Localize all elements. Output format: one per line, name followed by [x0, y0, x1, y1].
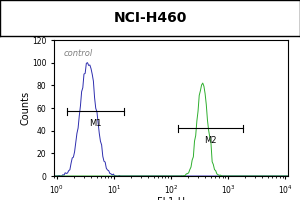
Text: M2: M2 — [204, 136, 216, 145]
Y-axis label: Counts: Counts — [20, 91, 31, 125]
Text: NCI-H460: NCI-H460 — [113, 11, 187, 25]
X-axis label: FL1-H: FL1-H — [157, 197, 185, 200]
Text: M1: M1 — [89, 119, 102, 128]
Text: control: control — [63, 49, 93, 58]
